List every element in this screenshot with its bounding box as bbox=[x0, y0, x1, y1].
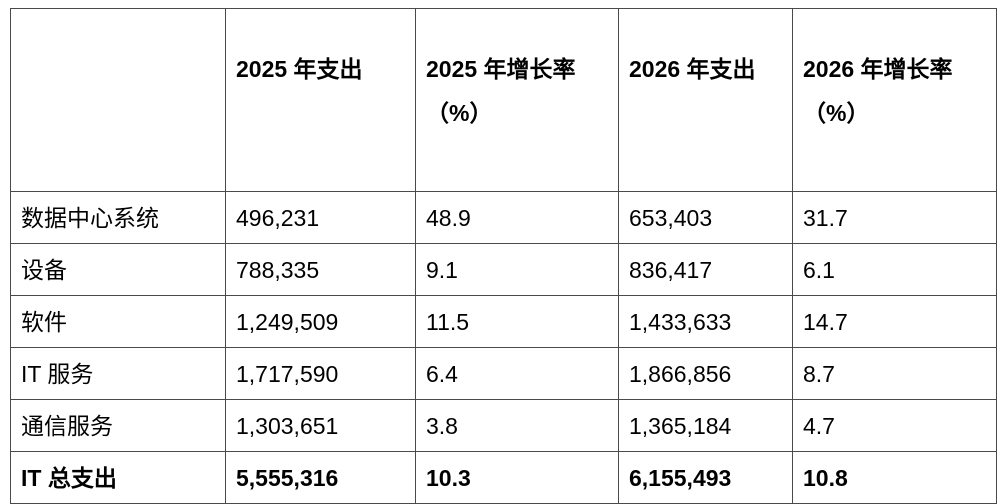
cell-growth-2026: 14.7 bbox=[792, 295, 997, 348]
header-label-unit: （%） bbox=[803, 100, 870, 126]
table-row-devices: 设备 788,335 9.1 836,417 6.1 bbox=[10, 243, 997, 296]
table-row-software: 软件 1,249,509 11.5 1,433,633 14.7 bbox=[10, 295, 997, 348]
header-label-unit: （%） bbox=[426, 100, 493, 126]
cell-growth-2026: 6.1 bbox=[792, 243, 997, 296]
header-cell-growth-2025: 2025 年增长率 （%） bbox=[415, 8, 619, 192]
header-cell-growth-2026: 2026 年增长率 （%） bbox=[792, 8, 997, 192]
cell-spend-2025: 5,555,316 bbox=[225, 451, 416, 504]
document-page: 2025 年支出 2025 年增长率 （%） 2026 年支出 2026 年增长… bbox=[10, 8, 997, 504]
header-cell-spend-2025: 2025 年支出 bbox=[225, 8, 416, 192]
table-row-total-it-spending: IT 总支出 5,555,316 10.3 6,155,493 10.8 bbox=[10, 451, 997, 504]
cell-spend-2025: 1,249,509 bbox=[225, 295, 416, 348]
header-cell-category bbox=[10, 8, 226, 192]
header-label: 2025 年增长率 bbox=[426, 56, 576, 82]
cell-growth-2025: 48.9 bbox=[415, 191, 619, 244]
row-label: 数据中心系统 bbox=[10, 191, 226, 244]
cell-spend-2025: 496,231 bbox=[225, 191, 416, 244]
cell-growth-2025: 6.4 bbox=[415, 347, 619, 400]
cell-growth-2025: 3.8 bbox=[415, 399, 619, 452]
table-row-data-center-systems: 数据中心系统 496,231 48.9 653,403 31.7 bbox=[10, 191, 997, 244]
cell-growth-2026: 10.8 bbox=[792, 451, 997, 504]
header-label: 2025 年支出 bbox=[236, 56, 363, 82]
table-header-row: 2025 年支出 2025 年增长率 （%） 2026 年支出 2026 年增长… bbox=[10, 8, 997, 192]
cell-spend-2026: 653,403 bbox=[618, 191, 793, 244]
row-label: 通信服务 bbox=[10, 399, 226, 452]
cell-growth-2026: 31.7 bbox=[792, 191, 997, 244]
it-spending-table: 2025 年支出 2025 年增长率 （%） 2026 年支出 2026 年增长… bbox=[10, 8, 997, 504]
cell-growth-2026: 4.7 bbox=[792, 399, 997, 452]
row-label: IT 服务 bbox=[10, 347, 226, 400]
cell-spend-2026: 1,433,633 bbox=[618, 295, 793, 348]
table-row-communications-services: 通信服务 1,303,651 3.8 1,365,184 4.7 bbox=[10, 399, 997, 452]
cell-spend-2026: 1,365,184 bbox=[618, 399, 793, 452]
cell-spend-2025: 1,717,590 bbox=[225, 347, 416, 400]
cell-spend-2026: 6,155,493 bbox=[618, 451, 793, 504]
cell-growth-2026: 8.7 bbox=[792, 347, 997, 400]
cell-growth-2025: 9.1 bbox=[415, 243, 619, 296]
header-label: 2026 年支出 bbox=[629, 56, 756, 82]
cell-spend-2026: 1,866,856 bbox=[618, 347, 793, 400]
header-cell-spend-2026: 2026 年支出 bbox=[618, 8, 793, 192]
cell-growth-2025: 11.5 bbox=[415, 295, 619, 348]
table-row-it-services: IT 服务 1,717,590 6.4 1,866,856 8.7 bbox=[10, 347, 997, 400]
header-label: 2026 年增长率 bbox=[803, 56, 953, 82]
row-label: 软件 bbox=[10, 295, 226, 348]
row-label: IT 总支出 bbox=[10, 451, 226, 504]
cell-spend-2025: 1,303,651 bbox=[225, 399, 416, 452]
cell-spend-2026: 836,417 bbox=[618, 243, 793, 296]
cell-growth-2025: 10.3 bbox=[415, 451, 619, 504]
cell-spend-2025: 788,335 bbox=[225, 243, 416, 296]
row-label: 设备 bbox=[10, 243, 226, 296]
